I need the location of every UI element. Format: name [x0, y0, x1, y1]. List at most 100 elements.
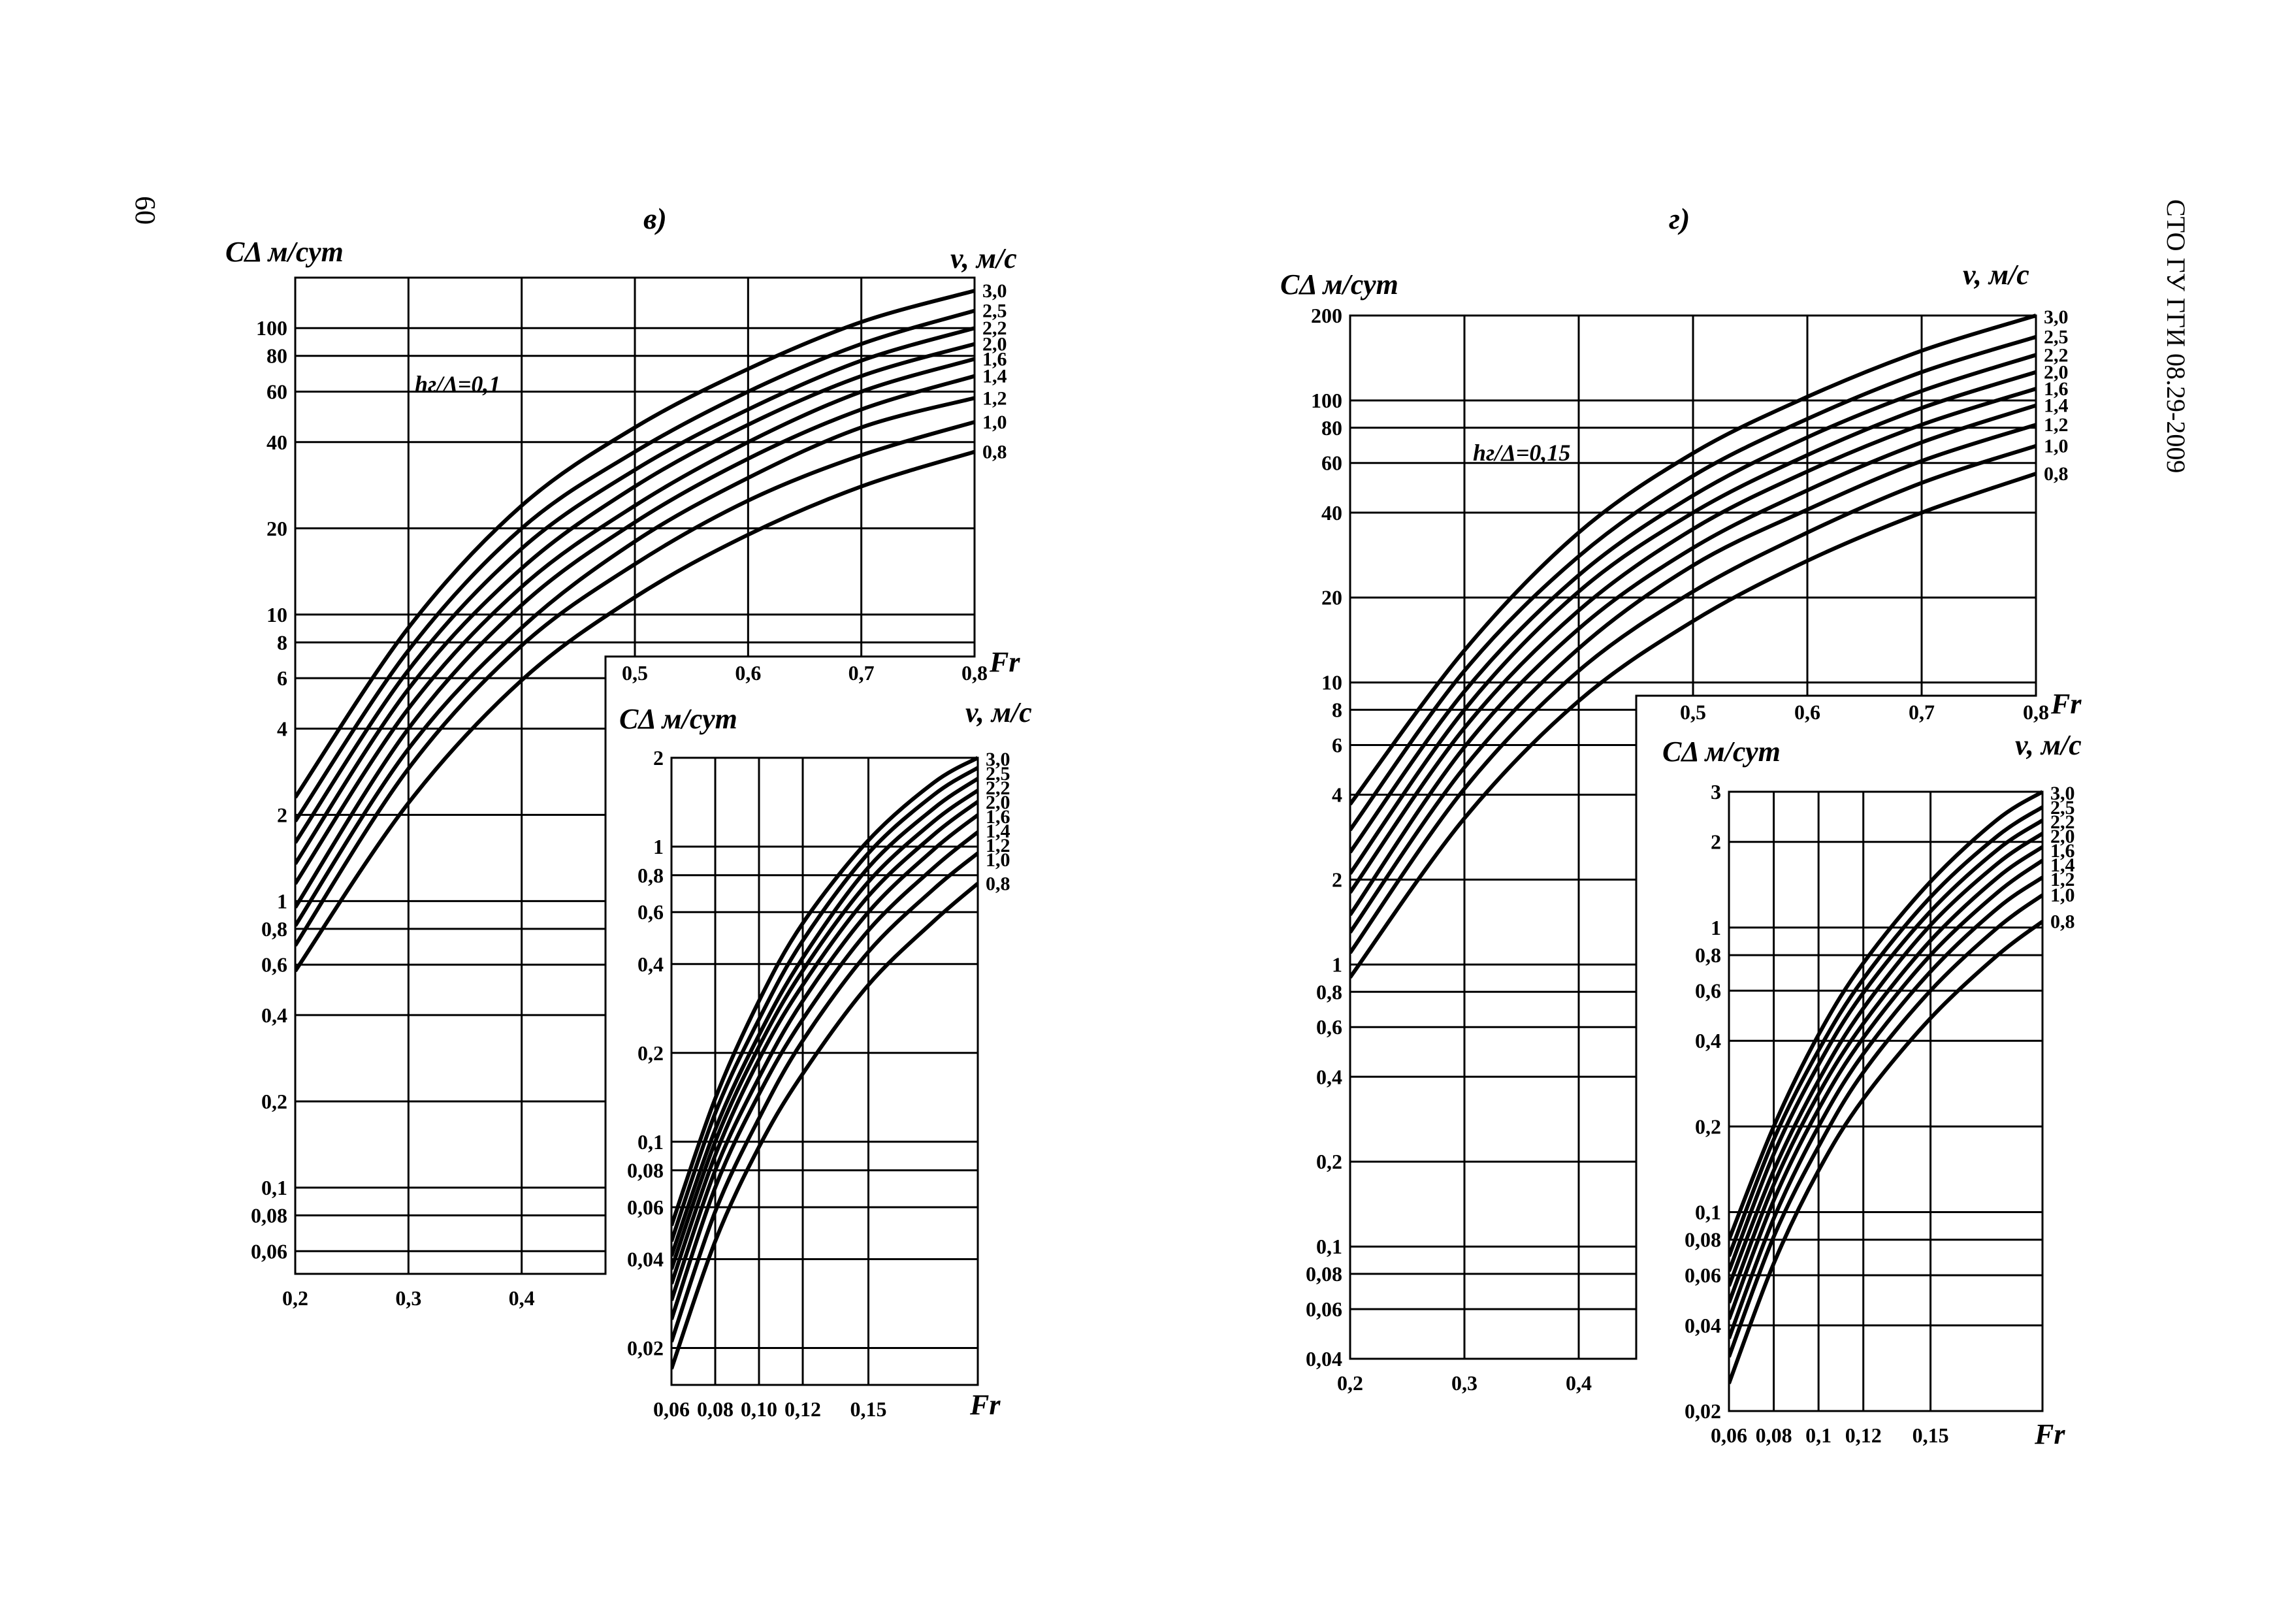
- chart-4-ytick-label: 0,02: [1685, 1399, 1721, 1423]
- chart-2-xtick-label: 0,08: [697, 1397, 734, 1421]
- chart-3-y-axis-title: CΔ м/сут: [1280, 268, 1398, 300]
- chart-1-xtick-label: 0,3: [395, 1286, 421, 1310]
- chart-4-ytick-label: 0,08: [1685, 1228, 1721, 1252]
- chart-3-x-axis-title: Fr: [2050, 688, 2082, 720]
- chart-2-series-label: 1,4: [986, 820, 1010, 842]
- chart-2-ytick-label: 0,8: [638, 864, 664, 887]
- chart-2-series-label: 2,5: [986, 763, 1010, 785]
- chart-3-series-label: 2,5: [2044, 327, 2069, 348]
- chart-4-ytick-label: 1: [1711, 916, 1721, 939]
- chart-3-ytick-label: 20: [1321, 586, 1342, 609]
- chart-1-series-1_6: [295, 357, 975, 885]
- chart-2-series-title: v, м/с: [965, 696, 1032, 728]
- chart-1-annotation: hг/Δ=0,1: [415, 371, 500, 397]
- chart-2-series-1_6: [671, 800, 978, 1285]
- chart-1-xtick-label: 0,2: [282, 1286, 308, 1310]
- chart-4-series-label: 1,2: [2050, 869, 2075, 890]
- chart-1-series-2_5: [295, 308, 975, 822]
- chart-2-ytick-label: 0,06: [627, 1195, 664, 1219]
- chart-4-y-axis-title: CΔ м/сут: [1662, 736, 1781, 768]
- chart-2-ytick-label: 0,4: [638, 952, 664, 976]
- chart-4-ytick-label: 0,4: [1695, 1029, 1721, 1052]
- chart-3-ytick-label: 1: [1332, 952, 1342, 976]
- chart-1-ytick-label: 20: [266, 517, 287, 540]
- chart-3-xtick-label: 0,5: [1680, 700, 1706, 724]
- chart-4-frame: [1728, 790, 2044, 1412]
- chart-4-xtick-label: 0,06: [1711, 1423, 1747, 1447]
- chart-3-series-3_0: [1350, 314, 2036, 805]
- chart-2-x-axis-title: Fr: [969, 1389, 1001, 1421]
- chart-1-xtick-label: 0,5: [622, 661, 648, 685]
- chart-3-series-label: 1,4: [2044, 395, 2069, 417]
- chart-3-ytick-label: 4: [1332, 783, 1342, 807]
- chart-4-series-label: 3,0: [2050, 783, 2075, 804]
- chart-1-xtick-label: 0,4: [509, 1286, 535, 1310]
- chart-4-xtick-label: 0,08: [1756, 1423, 1792, 1447]
- chart-3-ytick-label: 100: [1311, 389, 1342, 412]
- chart-2-xtick-label: 0,10: [741, 1397, 777, 1421]
- chart-4-series-1_0: [1729, 893, 2042, 1358]
- chart-3-ytick-label: 60: [1321, 451, 1342, 475]
- chart-4-ytick-label: 0,6: [1695, 979, 1721, 1003]
- chart-2-ytick-label: 0,04: [627, 1248, 664, 1271]
- chart-3-xtick-label: 0,6: [1794, 700, 1820, 724]
- chart-1-series-label: 3,0: [982, 280, 1007, 302]
- page-number: 60: [129, 196, 161, 225]
- chart-1-series-1_4: [295, 374, 975, 909]
- chart-2-series-label: 3,0: [986, 749, 1010, 770]
- chart-4-series-3_0: [1729, 790, 2042, 1241]
- chart-1-ytick-label: 2: [277, 803, 287, 826]
- chart-2-ytick-label: 0,6: [638, 900, 664, 924]
- chart-1-ytick-label: 0,6: [261, 953, 287, 977]
- chart-2-series-label: 0,8: [986, 873, 1010, 894]
- chart-3-series-2_0: [1350, 370, 2036, 875]
- chart-1-series-label: 0,8: [982, 442, 1007, 463]
- chart-2-series-label: 1,0: [986, 849, 1010, 871]
- chart-3-ytick-label: 2: [1332, 868, 1342, 891]
- chart-3-series-label: 1,6: [2044, 378, 2069, 400]
- chart-3-series-title: v, м/с: [1963, 259, 2029, 291]
- chart-2-ytick-label: 2: [653, 746, 664, 770]
- chart-4-series-label: 2,0: [2050, 826, 2075, 847]
- chart-4-ytick-label: 0,1: [1695, 1200, 1721, 1224]
- chart-3-series-label: 2,0: [2044, 362, 2069, 383]
- chart-3-ytick-label: 0,06: [1306, 1297, 1342, 1321]
- chart-4-ytick-label: 3: [1711, 780, 1721, 804]
- chart-1-ytick-label: 40: [266, 430, 287, 454]
- chart-1-ytick-label: 8: [277, 630, 287, 654]
- chart-2-series-3_0: [671, 756, 978, 1227]
- chart-3-annotation: hг/Δ=0,15: [1473, 440, 1570, 466]
- chart-1-series-label: 1,2: [982, 387, 1007, 409]
- chart-4-series-label: 2,5: [2050, 797, 2075, 819]
- chart-1-panel-label: в): [643, 202, 667, 235]
- chart-2-series-1_0: [671, 851, 978, 1342]
- chart-1-xtick-label: 0,8: [961, 661, 988, 685]
- chart-3-series-label: 1,2: [2044, 414, 2069, 436]
- chart-3-ytick-label: 0,2: [1316, 1150, 1342, 1173]
- chart-3-series-1_6: [1350, 387, 2036, 894]
- chart-1-ytick-label: 0,4: [261, 1003, 287, 1027]
- chart-1-series-2_0: [295, 342, 975, 865]
- chart-2-xtick-label: 0,12: [784, 1397, 821, 1421]
- chart-2-series-2_2: [671, 777, 978, 1257]
- chart-4-ytick-label: 0,06: [1685, 1263, 1721, 1287]
- chart-1-series-2_2: [295, 326, 975, 844]
- chart-3-series-1_0: [1350, 444, 2036, 954]
- chart-3-series-2_5: [1350, 334, 2036, 832]
- chart-1-y-axis-title: CΔ м/сут: [225, 236, 344, 268]
- chart-4-series-2_5: [1729, 805, 2042, 1258]
- chart-3-ytick-label: 80: [1321, 416, 1342, 440]
- chart-1-ytick-label: 0,1: [261, 1176, 287, 1199]
- chart-4-series-2_2: [1729, 819, 2042, 1273]
- chart-4-xtick-label: 0,12: [1845, 1423, 1882, 1447]
- chart-1-series-label: 2,2: [982, 317, 1007, 339]
- chart-1-series-3_0: [295, 289, 975, 799]
- chart-3-ytick-label: 10: [1321, 671, 1342, 694]
- chart-4-series-1_2: [1729, 875, 2042, 1339]
- chart-3-ytick-label: 0,4: [1316, 1065, 1342, 1088]
- chart-2-ytick-label: 0,02: [627, 1337, 664, 1360]
- chart-3-panel-label: г): [1669, 202, 1690, 235]
- chart-3-xtick-label: 0,8: [2023, 700, 2049, 724]
- chart-3-ytick-label: 0,04: [1306, 1347, 1342, 1371]
